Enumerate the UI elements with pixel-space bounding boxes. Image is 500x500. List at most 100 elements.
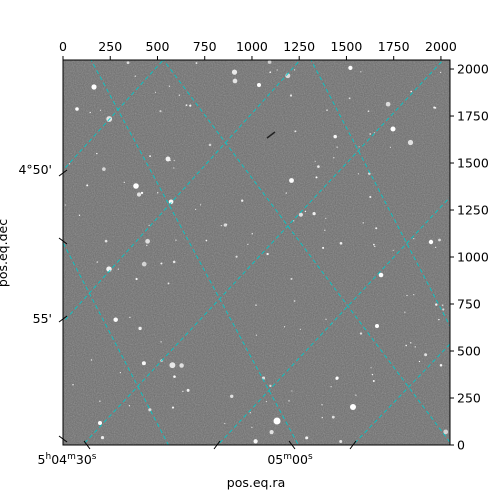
star [99, 109, 102, 111]
star [172, 260, 176, 264]
star [224, 422, 226, 425]
star [104, 239, 108, 243]
star [182, 390, 184, 393]
star [325, 318, 327, 320]
star [145, 238, 150, 244]
bright-star [273, 417, 281, 425]
star [375, 227, 378, 230]
star [269, 384, 272, 388]
star [443, 429, 449, 435]
star [335, 376, 339, 380]
top-tick-label: 1250 [283, 39, 315, 54]
x-axis-label: pos.eq.ra [227, 475, 285, 490]
star [86, 184, 89, 187]
dec-tick-mark [58, 237, 68, 245]
star [405, 344, 408, 347]
star [283, 326, 286, 328]
star [330, 386, 332, 388]
ra-tick-minutes: 04 [51, 452, 67, 467]
star [159, 110, 162, 113]
sky-noise [63, 60, 450, 445]
star [442, 308, 445, 311]
star [289, 94, 293, 97]
star [156, 192, 159, 194]
star [373, 243, 375, 246]
star [123, 181, 125, 184]
grid-line [82, 60, 444, 445]
star [418, 360, 421, 363]
star [389, 146, 391, 148]
star [434, 246, 437, 249]
star [312, 211, 316, 216]
star [317, 165, 320, 168]
star [136, 192, 142, 197]
ra-tick-minutes: 05 [267, 452, 283, 467]
ra-tick-seconds: 00 [292, 452, 308, 467]
star [72, 384, 74, 386]
star [333, 157, 335, 159]
star [195, 62, 198, 65]
star [410, 90, 412, 93]
star [119, 372, 121, 374]
star [359, 332, 363, 335]
dec-tick-mark [58, 435, 68, 443]
ra-tick-label: 05m00s [267, 452, 313, 467]
star [140, 191, 144, 195]
dec-tick-label: 55' [33, 311, 52, 326]
star [171, 406, 175, 409]
star [251, 233, 254, 235]
star [439, 363, 443, 367]
ra-tick-h-unit: h [45, 452, 51, 462]
star [441, 304, 444, 306]
bright-star [428, 239, 434, 245]
dec-tick-label: 4°50' [18, 162, 52, 177]
right-tick-label: 1250 [457, 203, 489, 218]
top-axis-pixel-ticks: 0 250 500 750 1000 1250 1500 1750 2000 [59, 39, 457, 60]
star [129, 316, 131, 319]
star [438, 238, 441, 242]
star [339, 241, 343, 245]
star [314, 160, 316, 162]
star [173, 375, 176, 378]
grid-line [352, 343, 450, 445]
bright-star [350, 404, 356, 410]
star [251, 426, 253, 428]
star [336, 146, 338, 148]
top-tick-label: 1500 [331, 39, 363, 54]
top-tick-label: 750 [193, 39, 217, 54]
star [435, 303, 438, 306]
star [186, 388, 190, 392]
star [269, 430, 274, 435]
grid-line [63, 60, 164, 172]
star [406, 294, 408, 297]
star [230, 394, 234, 398]
star [138, 326, 142, 331]
star [96, 152, 98, 155]
star [324, 229, 326, 231]
star [298, 212, 303, 217]
star [304, 210, 307, 213]
star [165, 156, 171, 162]
grid-line [63, 241, 169, 445]
star [241, 199, 244, 202]
star [185, 104, 188, 107]
star [135, 277, 138, 281]
star [321, 416, 323, 419]
star [404, 311, 406, 313]
star [189, 104, 192, 107]
star [293, 300, 296, 302]
star [326, 109, 328, 112]
star [413, 294, 415, 296]
star [194, 208, 197, 211]
star [355, 394, 357, 396]
star [90, 359, 93, 361]
star [369, 133, 372, 135]
star [371, 373, 374, 376]
star [315, 176, 318, 179]
star [178, 94, 180, 96]
star [232, 78, 238, 84]
coordinate-grid [63, 60, 450, 445]
right-axis-pixel-ticks: 0 250 500 750 1000 1250 1500 1750 2000 [450, 62, 489, 453]
ra-tick-mark [83, 440, 91, 450]
